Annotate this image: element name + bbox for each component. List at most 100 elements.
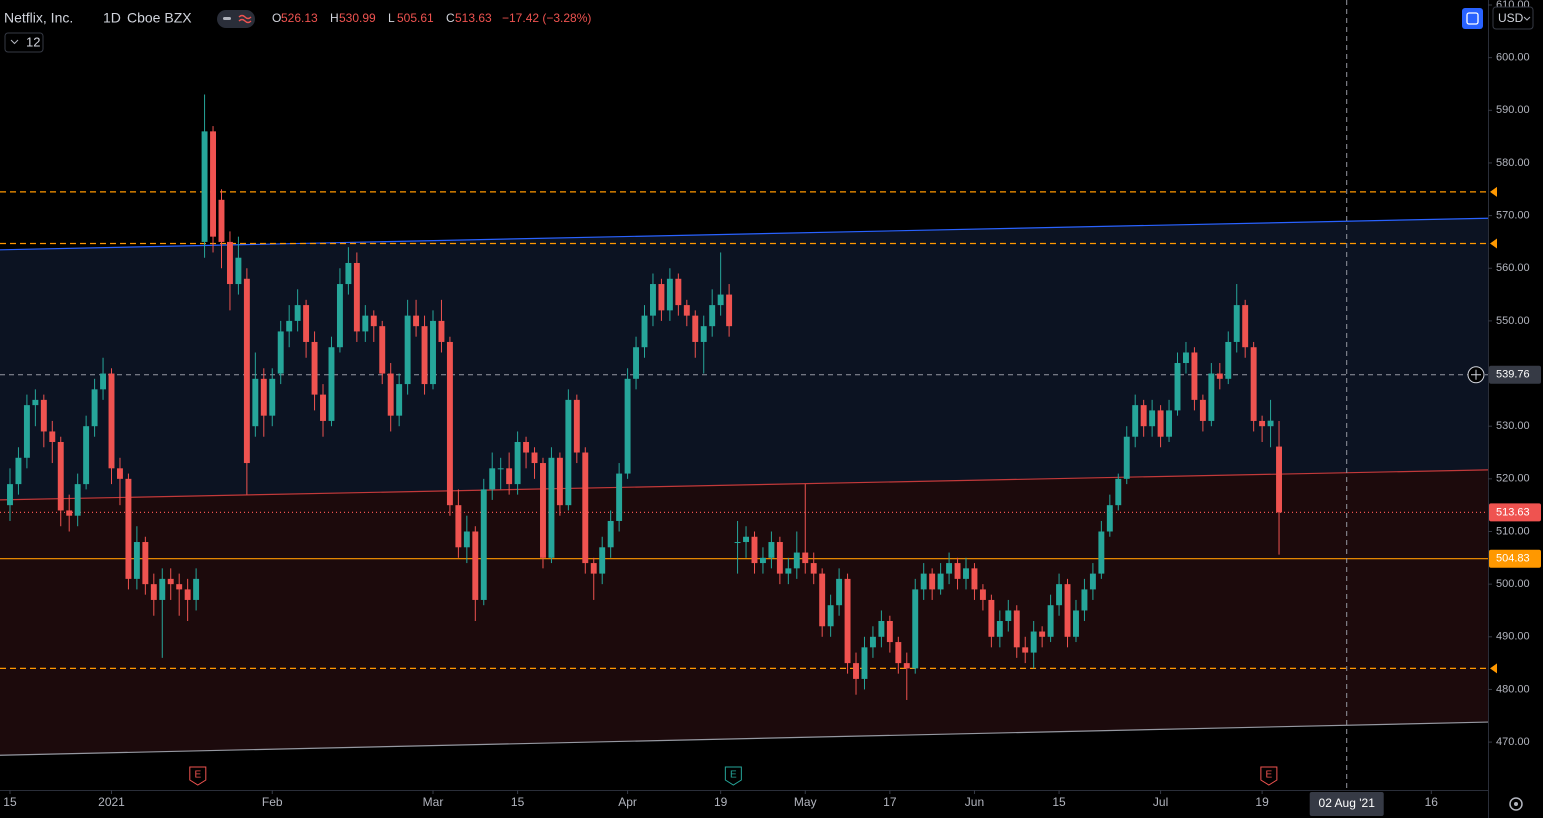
candle-body — [1123, 436, 1130, 479]
candle-body — [497, 468, 504, 470]
candle-body — [523, 441, 530, 453]
candle-body — [675, 278, 682, 306]
candle-body — [430, 320, 436, 385]
candle-body — [971, 568, 978, 590]
earnings-marker[interactable] — [1260, 766, 1278, 786]
candle-body — [836, 578, 843, 606]
candle-body — [370, 315, 377, 327]
candle-body — [531, 452, 538, 464]
candle-body — [1106, 505, 1113, 532]
candle-body — [320, 394, 326, 421]
compare-button[interactable] — [1462, 8, 1483, 29]
indicator-toggle[interactable] — [4, 32, 44, 53]
x-tick-label: Jun — [965, 795, 984, 809]
interval: 1D — [103, 10, 121, 26]
flag-icon — [223, 17, 231, 20]
x-tick-label: May — [794, 795, 817, 809]
x-tick-label: 19 — [1255, 795, 1269, 809]
candle-body — [1030, 631, 1037, 653]
candle-body — [362, 315, 369, 332]
candle-body — [692, 315, 699, 342]
currency-button[interactable] — [1492, 6, 1534, 30]
candle-body — [1166, 410, 1173, 437]
y-tick-label: 600.00 — [1496, 52, 1530, 64]
candle-body — [886, 620, 893, 643]
candle-body — [235, 257, 242, 285]
candle-body — [167, 578, 174, 585]
x-tick-label: 19 — [714, 795, 728, 809]
candle-body — [294, 305, 301, 321]
candle-body — [616, 473, 623, 521]
candle-body — [421, 326, 428, 385]
candle-body — [66, 510, 73, 516]
candle-body — [1047, 605, 1054, 637]
y-tick-label: 490.00 — [1496, 631, 1530, 643]
candle-body — [413, 315, 420, 327]
y-tick-label: 520.00 — [1496, 473, 1530, 485]
ohlc-value: 526.13 — [281, 11, 318, 25]
candle-body — [1132, 405, 1139, 437]
candle-body — [489, 468, 496, 490]
y-tick-label: 530.00 — [1496, 420, 1530, 432]
candle-body — [472, 531, 479, 600]
candle-body — [1064, 584, 1071, 637]
settings-button[interactable] — [1509, 797, 1523, 811]
candle-body — [556, 457, 563, 506]
candle-body — [260, 378, 267, 416]
earnings-marker[interactable] — [724, 766, 742, 786]
candle-body — [607, 520, 614, 548]
candle-body — [7, 484, 13, 506]
trend-line — [0, 721, 1489, 756]
crosshair-price-tag — [1489, 365, 1541, 384]
symbol-name: Netflix, Inc. — [4, 10, 73, 26]
flags[interactable] — [217, 10, 255, 28]
candle-body — [1199, 399, 1206, 421]
price-tag — [1489, 549, 1541, 568]
candle-body — [184, 589, 191, 600]
trend-line — [0, 217, 1489, 251]
candle-body — [912, 589, 919, 669]
candle-body — [193, 578, 200, 600]
candle-body — [404, 315, 411, 385]
candle-body — [150, 584, 157, 600]
candle-body — [396, 384, 403, 416]
candle-body — [819, 573, 826, 627]
x-tick-label: 15 — [511, 795, 525, 809]
candle-body — [963, 568, 969, 579]
time-axis — [0, 790, 1488, 818]
candle-body — [751, 536, 758, 564]
candle-body — [979, 589, 986, 600]
candle-body — [243, 278, 250, 464]
y-tick-label: 580.00 — [1496, 157, 1530, 169]
earnings-label: E — [1266, 770, 1273, 781]
ohlc-value: 530.99 — [339, 11, 376, 25]
x-tick-label: 16 — [1425, 795, 1439, 809]
candle-body — [49, 431, 56, 442]
candle-body — [286, 320, 293, 332]
candle-body — [624, 378, 631, 474]
candle-body — [895, 642, 902, 664]
x-tick-label: Jul — [1153, 795, 1168, 809]
candle-body — [336, 284, 343, 348]
candle-body — [1208, 373, 1215, 421]
candle-body — [776, 542, 783, 574]
candle-body — [573, 399, 580, 453]
ohlc-label: H — [330, 11, 339, 25]
candle-body — [15, 457, 22, 485]
price-axis — [1488, 0, 1543, 818]
candle-body — [633, 347, 640, 379]
candle-body — [1089, 573, 1096, 590]
earnings-marker[interactable] — [189, 766, 207, 786]
candle-body — [1233, 305, 1240, 342]
candle-body — [903, 663, 910, 669]
settings-icon — [1514, 802, 1518, 806]
chevron — [1523, 16, 1531, 21]
candle-body — [506, 468, 513, 485]
candle-body — [159, 578, 166, 600]
candle-body — [548, 457, 555, 558]
candle-body — [74, 484, 81, 516]
candle-body — [201, 131, 208, 242]
y-tick-label: 570.00 — [1496, 210, 1530, 222]
candle-body — [438, 320, 445, 342]
